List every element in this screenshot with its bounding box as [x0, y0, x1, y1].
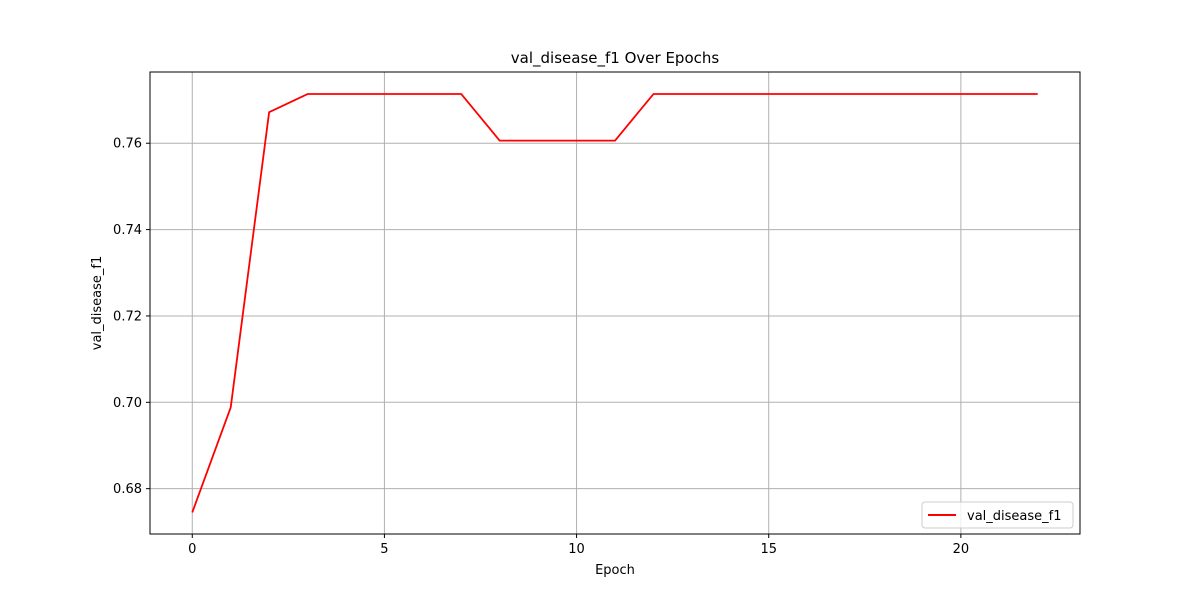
y-axis-label: val_disease_f1 — [90, 256, 105, 351]
y-tick-label: 0.72 — [113, 309, 142, 324]
grid — [150, 72, 1080, 534]
x-tick-label: 5 — [380, 542, 388, 557]
legend-box — [921, 501, 1074, 529]
x-axis-label: Epoch — [595, 563, 635, 578]
y-tick-label: 0.76 — [113, 137, 142, 152]
series-layer — [191, 93, 1038, 513]
chart-title: val_disease_f1 Over Epochs — [511, 49, 720, 68]
x-tick-label: 0 — [188, 542, 196, 557]
y-tick-label: 0.68 — [113, 482, 142, 497]
legend: val_disease_f1 — [921, 501, 1074, 529]
x-tick-label: 20 — [953, 542, 970, 557]
ticks: 0 5 10 15 20 0.68 0.70 0.72 0.74 0.76 — [113, 137, 969, 557]
y-tick-label: 0.74 — [113, 223, 142, 238]
x-tick-label: 15 — [760, 542, 777, 557]
legend-entry-val-disease-f1: val_disease_f1 — [967, 509, 1062, 524]
x-tick-label: 10 — [568, 542, 585, 557]
series-line-val-disease-f1 — [191, 93, 1038, 513]
y-tick-label: 0.70 — [113, 396, 142, 411]
axes-frame — [149, 71, 1081, 535]
